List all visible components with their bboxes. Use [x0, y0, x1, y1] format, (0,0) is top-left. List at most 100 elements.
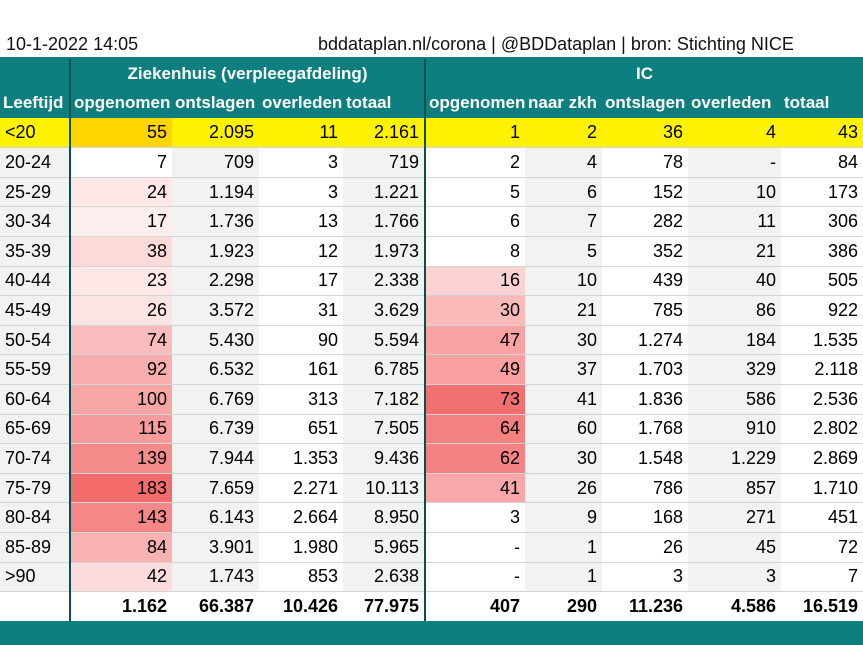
hosp-total-cell: 7.182: [343, 384, 426, 415]
ic-admitted-cell: 62: [424, 443, 526, 474]
hosp-died-cell: 853: [259, 562, 343, 593]
col-ic-died: overleden: [688, 88, 782, 119]
total-ic-transferred-cell: 290: [525, 591, 603, 622]
ic-transferred-cell: 4: [525, 147, 603, 178]
age-cell: <20: [0, 118, 70, 149]
hosp-total-cell: 1.766: [343, 206, 426, 238]
hosp-total-cell: 2.338: [343, 266, 426, 297]
ic-transferred-cell: 1: [525, 532, 603, 563]
ic-discharged-cell: 1.548: [602, 443, 689, 474]
ic-died-cell: 21: [688, 236, 782, 267]
col-ic-total: totaal: [781, 88, 863, 119]
hosp-died-cell: 11: [259, 118, 343, 149]
ic-transferred-cell: 2: [525, 118, 603, 149]
ic-discharged-cell: 78: [602, 147, 689, 178]
ic-discharged-cell: 3: [602, 562, 689, 593]
ic-discharged-cell: 352: [602, 236, 689, 267]
ic-total-cell: 2.869: [781, 443, 863, 474]
hosp-discharged-cell: 709: [172, 147, 259, 178]
title-bar: 10-1-2022 14:05 bddataplan.nl/corona | @…: [0, 0, 863, 58]
ic-died-cell: 910: [688, 414, 782, 445]
age-cell: 70-74: [0, 443, 70, 474]
table-row: 85-89 84 3.901 1.980 5.965-1 26 45 72: [0, 532, 863, 563]
hosp-discharged-cell: 2.095: [172, 118, 259, 149]
ic-died-cell: 3: [688, 562, 782, 593]
hosp-died-cell: 12: [259, 236, 343, 267]
ic-transferred-cell: 1: [525, 562, 603, 593]
hosp-admitted-cell: 115: [69, 414, 172, 445]
ic-died-cell: 329: [688, 354, 782, 386]
ic-admitted-cell: 5: [424, 177, 526, 208]
ic-transferred-cell: 9: [525, 502, 603, 533]
hosp-admitted-cell: 7: [69, 147, 172, 178]
table-row: 45-49 26 3.572 31 3.629 30 21 785 86 922: [0, 295, 863, 326]
ic-admitted-cell: -: [424, 562, 526, 593]
hosp-admitted-cell: 84: [69, 532, 172, 563]
hosp-died-cell: 17: [259, 266, 343, 297]
col-age: Leeftijd: [0, 88, 70, 119]
hosp-total-cell: 7.505: [343, 414, 426, 445]
age-cell: 50-54: [0, 325, 70, 356]
ic-total-cell: 2.802: [781, 414, 863, 445]
ic-admitted-cell: 30: [424, 295, 526, 326]
hosp-total-cell: 9.436: [343, 443, 426, 474]
ic-died-cell: 1.229: [688, 443, 782, 474]
ic-admitted-cell: -: [424, 532, 526, 563]
ic-transferred-cell: 60: [525, 414, 603, 445]
hosp-died-cell: 31: [259, 295, 343, 326]
ic-total-cell: 1.535: [781, 325, 863, 356]
hosp-discharged-cell: 7.659: [172, 473, 259, 504]
hosp-died-cell: 1.980: [259, 532, 343, 563]
ic-total-cell: 922: [781, 295, 863, 326]
ic-admitted-cell: 2: [424, 147, 526, 178]
age-cell: 85-89: [0, 532, 70, 563]
hosp-admitted-cell: 100: [69, 384, 172, 415]
group-spacer: [0, 59, 70, 89]
hosp-total-cell: 1.221: [343, 177, 426, 208]
ic-total-cell: 306: [781, 206, 863, 238]
data-table: Ziekenhuis (verpleegafdeling) IC Leeftij…: [0, 59, 863, 645]
hosp-discharged-cell: 1.923: [172, 236, 259, 267]
hosp-died-cell: 161: [259, 354, 343, 386]
ic-discharged-cell: 1.703: [602, 354, 689, 386]
ic-discharged-cell: 1.768: [602, 414, 689, 445]
hosp-total-cell: 6.785: [343, 354, 426, 386]
group-hospital: Ziekenhuis (verpleegafdeling): [68, 59, 426, 89]
age-cell: 20-24: [0, 147, 70, 178]
hosp-total-cell: 2.638: [343, 562, 426, 593]
col-hosp-discharged: ontslagen: [172, 88, 259, 119]
ic-discharged-cell: 785: [602, 295, 689, 326]
age-cell: 40-44: [0, 266, 70, 297]
ic-transferred-cell: 30: [525, 443, 603, 474]
ic-total-cell: 43: [781, 118, 863, 149]
hosp-died-cell: 1.353: [259, 443, 343, 474]
hosp-admitted-cell: 42: [69, 562, 172, 593]
table-row: 50-54 74 5.430 90 5.594 47 30 1.274 184 1.535: [0, 325, 863, 356]
hosp-admitted-cell: 183: [69, 473, 172, 504]
table-row: 60-64 100 6.769 313 7.182 73 41 1.836 586 2.536: [0, 384, 863, 415]
ic-transferred-cell: 26: [525, 473, 603, 504]
ic-discharged-cell: 152: [602, 177, 689, 208]
hosp-admitted-cell: 92: [69, 354, 172, 386]
hosp-discharged-cell: 6.739: [172, 414, 259, 445]
age-cell: >90: [0, 562, 70, 593]
total-ic-died-cell: 4.586: [688, 591, 782, 622]
source-credit: bddataplan.nl/corona | @BDDataplan | bro…: [318, 34, 794, 54]
ic-died-cell: 86: [688, 295, 782, 326]
table-row: 40-44 23 2.298 17 2.338 16 10 439 40 505: [0, 266, 863, 297]
ic-discharged-cell: 282: [602, 206, 689, 238]
hosp-admitted-cell: 74: [69, 325, 172, 356]
ic-admitted-cell: 47: [424, 325, 526, 356]
group-ic: IC: [424, 59, 863, 89]
hosp-total-cell: 8.950: [343, 502, 426, 533]
hosp-total-cell: 3.629: [343, 295, 426, 326]
footer-band: [0, 621, 863, 645]
total-hosp-died-cell: 10.426: [259, 591, 343, 622]
ic-died-cell: 40: [688, 266, 782, 297]
ic-admitted-cell: 1: [424, 118, 526, 149]
ic-died-cell: -: [688, 147, 782, 178]
ic-total-cell: 451: [781, 502, 863, 533]
ic-discharged-cell: 1.836: [602, 384, 689, 415]
hosp-admitted-cell: 143: [69, 502, 172, 533]
table-row: >90 42 1.743 853 2.638-1 3 3 7: [0, 562, 863, 593]
